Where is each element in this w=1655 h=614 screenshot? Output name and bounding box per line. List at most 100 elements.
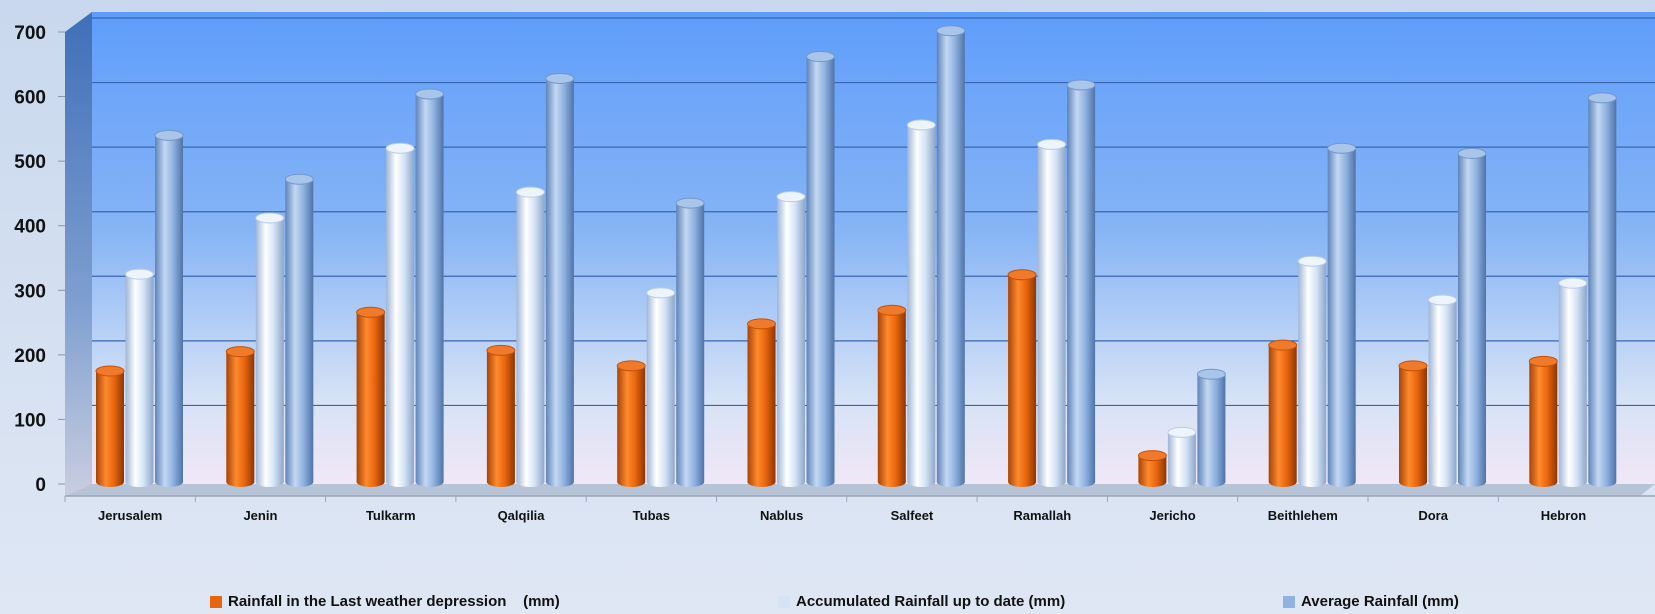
bar-top (1558, 277, 1588, 289)
y-tick-label: 200 (14, 346, 46, 367)
bar-top (1297, 255, 1327, 267)
bar (646, 287, 676, 487)
bar (906, 119, 936, 488)
bar (877, 304, 907, 487)
bar (616, 360, 646, 487)
bar-body (806, 56, 835, 488)
bar-top (125, 268, 154, 280)
bar (1268, 339, 1298, 487)
bar-top (154, 129, 184, 141)
x-tick-label: Qalqilia (498, 508, 546, 523)
bar-body (96, 371, 124, 487)
bar-top (906, 119, 936, 131)
bar-top (1327, 142, 1357, 154)
bar-body (415, 93, 444, 487)
bar-body (936, 30, 965, 488)
bar-top (806, 51, 835, 63)
side-wall (65, 12, 92, 496)
x-tick-label: Hebron (1541, 508, 1587, 523)
x-axis: Jerusalem Jenin Tulkarm Qalqilia Tubas Nablus… (64, 495, 1655, 523)
legend-item: Accumulated Rainfall up to date (mm) (778, 593, 1065, 610)
bar-body (1558, 283, 1587, 487)
bar-body (285, 179, 314, 488)
bars (95, 25, 1617, 488)
bar-top (616, 360, 646, 372)
bar (385, 142, 415, 487)
bar-top (675, 197, 705, 209)
bar-body (617, 365, 646, 487)
bar-body (1428, 299, 1457, 487)
bar-top (1037, 138, 1067, 150)
bar-body (486, 350, 515, 488)
legend-item: Rainfall in the Last weather depression … (210, 593, 560, 610)
bar-body (646, 292, 675, 487)
bar-top (1268, 339, 1298, 351)
bar (1066, 79, 1096, 487)
legend-swatch (210, 595, 222, 608)
bar (1457, 147, 1487, 487)
back-wall (65, 12, 1655, 496)
bar-body (777, 196, 805, 487)
x-tick-label: Tulkarm (366, 508, 416, 523)
bar-top (545, 72, 575, 84)
bar-body (747, 323, 776, 487)
bar-body (1399, 365, 1427, 487)
y-axis: 0 100 200 300 400 500 600 700 (14, 23, 65, 496)
bar-body (1458, 153, 1486, 487)
bar-body (877, 310, 906, 487)
legend-label: Accumulated Rainfall up to date (mm) (796, 593, 1066, 610)
bar (747, 318, 776, 487)
bar-top (1587, 92, 1617, 104)
bar (1528, 355, 1558, 487)
bar-body (255, 217, 284, 488)
bar (806, 51, 835, 488)
bar-top (486, 344, 516, 356)
bar (415, 88, 445, 487)
bar (1558, 277, 1588, 487)
bar-top (1196, 368, 1226, 380)
bar-top (1528, 355, 1558, 367)
bar-body (516, 192, 545, 487)
bar-body (226, 351, 255, 487)
bar-body (125, 274, 154, 487)
bar-body (1268, 345, 1297, 487)
bar (255, 212, 285, 488)
bar (356, 306, 386, 487)
legend-label: Rainfall in the Last weather depression … (228, 593, 560, 610)
y-tick-label: 0 (35, 475, 46, 496)
bar-top (1007, 269, 1037, 281)
bar-body (545, 78, 574, 488)
x-tick-label: Beithlehem (1268, 508, 1338, 523)
bar-body (676, 203, 705, 487)
bar-body (1298, 261, 1327, 487)
legend-swatch (778, 595, 790, 608)
bar-top (515, 186, 545, 198)
x-tick-label: Tubas (633, 508, 670, 523)
legend-label: Average Rainfall (mm) (1301, 593, 1459, 610)
bar-body (1008, 274, 1037, 487)
bar-top (255, 212, 285, 224)
bar (1007, 269, 1037, 487)
bar (1196, 368, 1226, 487)
y-tick-label: 100 (14, 410, 46, 431)
bar (284, 173, 314, 488)
bar (1167, 426, 1197, 487)
bar-top (1457, 147, 1487, 159)
x-tick-label: Jenin (243, 508, 277, 523)
bar-body (1037, 144, 1066, 487)
y-tick-label: 300 (14, 281, 46, 302)
bar (1587, 92, 1617, 487)
bar-body (1138, 455, 1167, 487)
legend-swatch (1283, 595, 1295, 608)
bar-top (936, 25, 966, 37)
bar (545, 72, 575, 488)
y-tick-label: 400 (14, 217, 46, 238)
bar-top (1137, 450, 1167, 462)
bar (1398, 360, 1428, 487)
bar-body (907, 124, 936, 488)
bar (125, 268, 154, 487)
bar-body (1167, 432, 1196, 487)
bar-top (284, 173, 314, 185)
bar-body (1067, 84, 1096, 487)
